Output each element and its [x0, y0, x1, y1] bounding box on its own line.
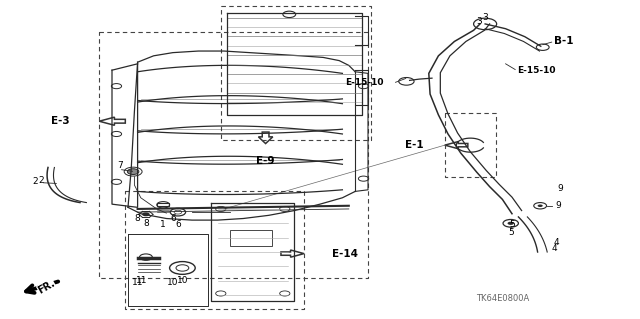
Text: 2: 2 — [33, 177, 38, 186]
Polygon shape — [281, 250, 304, 257]
Text: 4: 4 — [552, 244, 557, 253]
Text: 11: 11 — [136, 276, 148, 285]
Text: 2: 2 — [39, 176, 44, 185]
Circle shape — [538, 204, 543, 207]
Text: B-1: B-1 — [554, 36, 573, 46]
Text: 5: 5 — [508, 228, 513, 237]
Text: 6: 6 — [170, 214, 175, 223]
Text: 7: 7 — [117, 161, 122, 170]
Text: E-15-10: E-15-10 — [517, 66, 556, 75]
Circle shape — [142, 212, 150, 216]
Text: 1: 1 — [161, 220, 166, 229]
Circle shape — [127, 169, 139, 174]
Text: TK64E0800A: TK64E0800A — [476, 294, 529, 303]
Text: 10: 10 — [177, 276, 188, 285]
Text: E-9: E-9 — [257, 156, 275, 166]
Text: 10: 10 — [167, 278, 179, 287]
Text: 5: 5 — [509, 220, 515, 229]
Text: E-3: E-3 — [51, 116, 70, 126]
Text: 3: 3 — [483, 13, 488, 22]
Text: 8: 8 — [135, 214, 140, 223]
Bar — [157, 203, 169, 206]
Text: 4: 4 — [554, 238, 559, 247]
Text: E-1: E-1 — [405, 140, 424, 150]
Polygon shape — [445, 142, 468, 149]
Text: E-15-10: E-15-10 — [346, 78, 384, 87]
Bar — [230, 230, 272, 246]
Text: 8: 8 — [143, 219, 148, 228]
Text: 9: 9 — [558, 184, 563, 193]
Polygon shape — [259, 132, 273, 144]
Text: 3: 3 — [476, 17, 481, 26]
Text: FR.: FR. — [36, 278, 56, 295]
Text: 9: 9 — [556, 201, 561, 210]
Circle shape — [508, 222, 514, 225]
Text: 6: 6 — [175, 220, 180, 229]
Text: E-14: E-14 — [332, 249, 358, 259]
Polygon shape — [99, 117, 125, 125]
Text: 11: 11 — [132, 278, 143, 287]
